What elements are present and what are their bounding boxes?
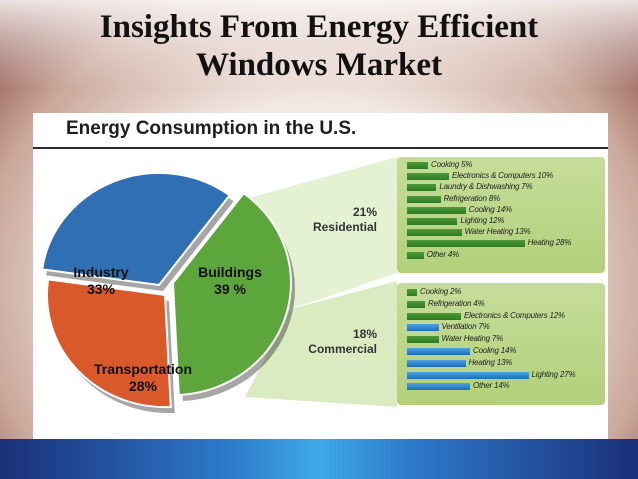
residential-bar	[407, 184, 437, 192]
residential-box: Cooking 5% Electronics & Computers 10% Lau…	[397, 157, 605, 273]
transportation-slice	[46, 278, 172, 409]
transportation-label: Transportation 28%	[78, 361, 208, 395]
residential-bar-label: Refrigeration 8%	[443, 193, 501, 203]
commercial-bar	[407, 359, 466, 367]
transportation-name: Transportation	[93, 361, 192, 377]
commercial-bar-label: Water Heating 7%	[441, 334, 504, 344]
commercial-connector	[245, 281, 397, 407]
buildings-value: 39 %	[214, 281, 246, 297]
residential-percent: 21%	[352, 205, 377, 219]
industry-name: Industry	[73, 264, 129, 280]
transportation-value: 28%	[128, 378, 158, 394]
residential-bar-label: Water Heating 13%	[464, 227, 531, 237]
residential-bar	[407, 195, 441, 203]
commercial-bar	[407, 324, 439, 332]
commercial-bar-label: Lighting 27%	[531, 369, 576, 379]
buildings-slice	[171, 191, 292, 397]
commercial-bar	[407, 348, 470, 355]
residential-bar	[407, 229, 462, 237]
residential-label: Residential	[312, 220, 377, 234]
residential-bar	[407, 206, 466, 214]
commercial-bar-label: Cooking 2%	[420, 287, 462, 296]
commercial-bar	[407, 312, 461, 320]
residential-bar	[407, 251, 424, 259]
title-glow	[0, 0, 638, 90]
industry-value: 33%	[86, 281, 116, 297]
commercial-bar	[407, 300, 425, 308]
commercial-bar	[407, 336, 439, 344]
residential-bar	[407, 173, 449, 181]
residential-bar	[407, 240, 525, 248]
commercial-bar-label: Ventilation 7%	[441, 322, 490, 332]
commercial-bar-label: Electronics & Computers 12%	[464, 310, 565, 320]
commercial-percent: 18%	[352, 327, 377, 341]
residential-bar-label: Cooking 5%	[431, 160, 473, 169]
slide-title-line1: Insights From Energy Efficient	[99, 9, 539, 45]
industry-label: Industry 33%	[71, 264, 131, 298]
pie-chart	[41, 171, 295, 414]
commercial-bar	[407, 289, 417, 296]
commercial-bar	[407, 383, 470, 391]
residential-bar-label: Electronics & Computers 10%	[452, 171, 553, 181]
residential-bar-label: Heating 28%	[527, 238, 572, 248]
residential-bar-label: Laundry & Dishwashing 7%	[439, 182, 533, 192]
buildings-name: Buildings	[198, 264, 262, 280]
slide-title-line2: Windows Market	[196, 47, 442, 83]
residential-bar-label: Lighting 12%	[460, 216, 505, 225]
commercial-bar-label: Cooling 14%	[473, 346, 517, 355]
chart-title: Energy Consumption in the U.S.	[66, 118, 357, 139]
commercial-bar-label: Refrigeration 4%	[428, 298, 485, 308]
residential-bar-label: Other 4%	[426, 249, 459, 259]
industry-slice	[41, 171, 232, 287]
commercial-bar	[407, 371, 529, 379]
chart-panel: Energy Consumption in the U.S. Industry …	[33, 113, 608, 439]
title-rule	[33, 147, 608, 149]
bottom-band	[0, 439, 638, 479]
commercial-label: Commercial	[308, 342, 377, 356]
commercial-bar-label: Heating 13%	[468, 357, 513, 367]
commercial-bar-label: Other 14%	[473, 381, 510, 391]
residential-bar	[407, 162, 428, 169]
slide-title: Insights From Energy Efficient Windows M…	[0, 8, 638, 84]
residential-bar-label: Cooling 14%	[468, 204, 512, 214]
residential-bar	[407, 218, 458, 225]
commercial-box: Cooking 2% Refrigeration 4% Electronics & …	[397, 283, 605, 405]
buildings-label: Buildings 39 %	[185, 264, 275, 298]
